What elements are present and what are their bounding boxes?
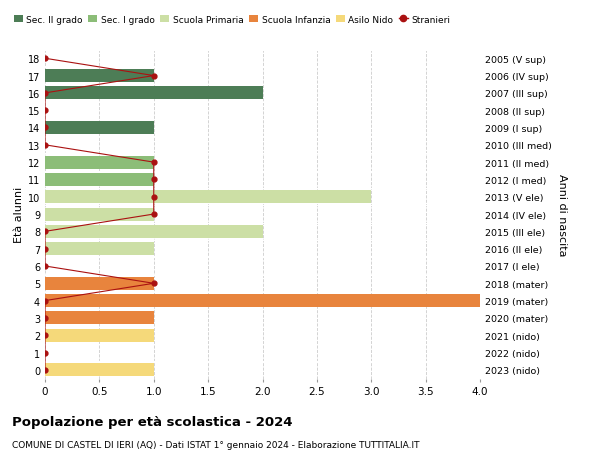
Bar (45, 191, 371, 204)
Y-axis label: Anni di nascita: Anni di nascita (557, 174, 567, 256)
Bar (45, 156, 154, 169)
Bar (45, 295, 480, 308)
Text: Popolazione per età scolastica - 2024: Popolazione per età scolastica - 2024 (12, 415, 293, 428)
Bar (45, 277, 154, 290)
Bar (45, 87, 263, 100)
Bar (45, 122, 154, 134)
Bar (45, 312, 154, 325)
Bar (45, 364, 154, 376)
Bar (45, 174, 154, 186)
Y-axis label: Età alunni: Età alunni (14, 186, 23, 243)
Legend: Sec. II grado, Sec. I grado, Scuola Primaria, Scuola Infanzia, Asilo Nido, Stran: Sec. II grado, Sec. I grado, Scuola Prim… (14, 16, 451, 25)
Bar (45, 208, 154, 221)
Bar (45, 70, 154, 83)
Bar (45, 225, 263, 238)
Bar (45, 329, 154, 342)
Text: COMUNE DI CASTEL DI IERI (AQ) - Dati ISTAT 1° gennaio 2024 - Elaborazione TUTTIT: COMUNE DI CASTEL DI IERI (AQ) - Dati IST… (12, 440, 419, 449)
Bar (45, 243, 154, 256)
